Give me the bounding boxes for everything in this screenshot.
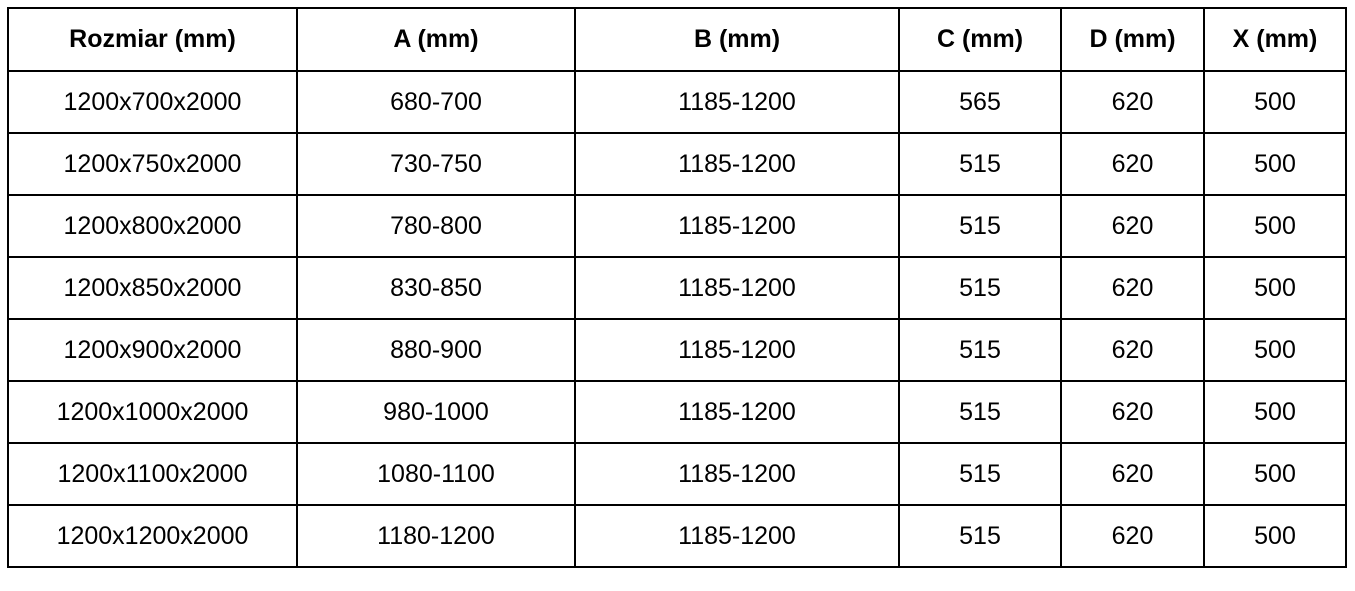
table-cell: 1185-1200 bbox=[574, 70, 900, 134]
column-header: C (mm) bbox=[898, 7, 1062, 72]
table-row: 1200x1000x2000 980-1000 1185-1200 515 620 500 bbox=[7, 380, 1347, 444]
table-cell: 565 bbox=[898, 70, 1062, 134]
table-row: 1200x850x2000 830-850 1185-1200 515 620 500 bbox=[7, 256, 1347, 320]
table-cell: 620 bbox=[1060, 70, 1205, 134]
table-cell: 1185-1200 bbox=[574, 318, 900, 382]
table-cell: 515 bbox=[898, 256, 1062, 320]
table-cell: 500 bbox=[1203, 132, 1347, 196]
table-cell: 515 bbox=[898, 380, 1062, 444]
column-header: D (mm) bbox=[1060, 7, 1205, 72]
table-cell: 515 bbox=[898, 318, 1062, 382]
table-cell: 1080-1100 bbox=[296, 442, 576, 506]
table-cell: 1200x800x2000 bbox=[7, 194, 298, 258]
table-cell: 1185-1200 bbox=[574, 194, 900, 258]
table-cell: 830-850 bbox=[296, 256, 576, 320]
table-cell: 1200x700x2000 bbox=[7, 70, 298, 134]
table-cell: 515 bbox=[898, 194, 1062, 258]
table-cell: 620 bbox=[1060, 380, 1205, 444]
header-row: Rozmiar (mm) A (mm) B (mm) C (mm) D (mm) X (m… bbox=[7, 7, 1347, 72]
table-row: 1200x800x2000 780-800 1185-1200 515 620 500 bbox=[7, 194, 1347, 258]
table-cell: 1200x1000x2000 bbox=[7, 380, 298, 444]
table-cell: 500 bbox=[1203, 256, 1347, 320]
table-cell: 680-700 bbox=[296, 70, 576, 134]
table-cell: 1185-1200 bbox=[574, 256, 900, 320]
table-row: 1200x1100x2000 1080-1100 1185-1200 515 620 50… bbox=[7, 442, 1347, 506]
table-cell: 1200x850x2000 bbox=[7, 256, 298, 320]
table-cell: 1185-1200 bbox=[574, 442, 900, 506]
table-cell: 515 bbox=[898, 442, 1062, 506]
table-cell: 500 bbox=[1203, 194, 1347, 258]
table-cell: 880-900 bbox=[296, 318, 576, 382]
table-cell: 1180-1200 bbox=[296, 504, 576, 568]
table-cell: 1200x1100x2000 bbox=[7, 442, 298, 506]
table-row: 1200x700x2000 680-700 1185-1200 565 620 500 bbox=[7, 70, 1347, 134]
table-cell: 500 bbox=[1203, 380, 1347, 444]
column-header: B (mm) bbox=[574, 7, 900, 72]
table-cell: 1185-1200 bbox=[574, 380, 900, 444]
table-cell: 980-1000 bbox=[296, 380, 576, 444]
column-header: X (mm) bbox=[1203, 7, 1347, 72]
table-row: 1200x750x2000 730-750 1185-1200 515 620 500 bbox=[7, 132, 1347, 196]
table-row: 1200x900x2000 880-900 1185-1200 515 620 500 bbox=[7, 318, 1347, 382]
column-header: A (mm) bbox=[296, 7, 576, 72]
table-row: 1200x1200x2000 1180-1200 1185-1200 515 620 50… bbox=[7, 504, 1347, 568]
table-cell: 620 bbox=[1060, 318, 1205, 382]
table-cell: 515 bbox=[898, 504, 1062, 568]
table-cell: 500 bbox=[1203, 442, 1347, 506]
table-cell: 1185-1200 bbox=[574, 504, 900, 568]
table-cell: 620 bbox=[1060, 442, 1205, 506]
table-cell: 1200x1200x2000 bbox=[7, 504, 298, 568]
table-cell: 1185-1200 bbox=[574, 132, 900, 196]
table-cell: 500 bbox=[1203, 318, 1347, 382]
table-cell: 730-750 bbox=[296, 132, 576, 196]
table-cell: 515 bbox=[898, 132, 1062, 196]
table-cell: 620 bbox=[1060, 194, 1205, 258]
table-cell: 500 bbox=[1203, 504, 1347, 568]
table-cell: 780-800 bbox=[296, 194, 576, 258]
dimensions-table: Rozmiar (mm) A (mm) B (mm) C (mm) D (mm) X (m… bbox=[7, 7, 1347, 568]
table-cell: 620 bbox=[1060, 504, 1205, 568]
table-cell: 1200x750x2000 bbox=[7, 132, 298, 196]
table-cell: 620 bbox=[1060, 256, 1205, 320]
table-cell: 1200x900x2000 bbox=[7, 318, 298, 382]
table-cell: 500 bbox=[1203, 70, 1347, 134]
table-cell: 620 bbox=[1060, 132, 1205, 196]
column-header: Rozmiar (mm) bbox=[7, 7, 298, 72]
